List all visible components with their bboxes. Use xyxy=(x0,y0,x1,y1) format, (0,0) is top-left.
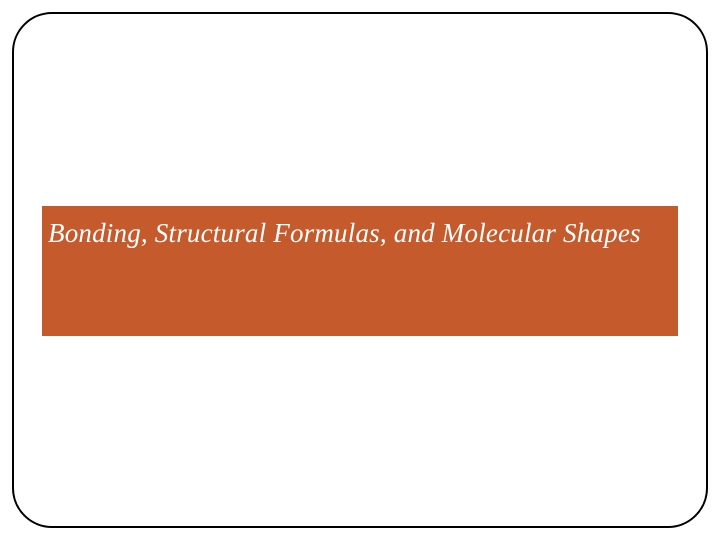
slide-frame: Bonding, Structural Formulas, and Molecu… xyxy=(12,12,708,528)
slide-title: Bonding, Structural Formulas, and Molecu… xyxy=(42,206,678,251)
title-block: Bonding, Structural Formulas, and Molecu… xyxy=(42,206,678,336)
